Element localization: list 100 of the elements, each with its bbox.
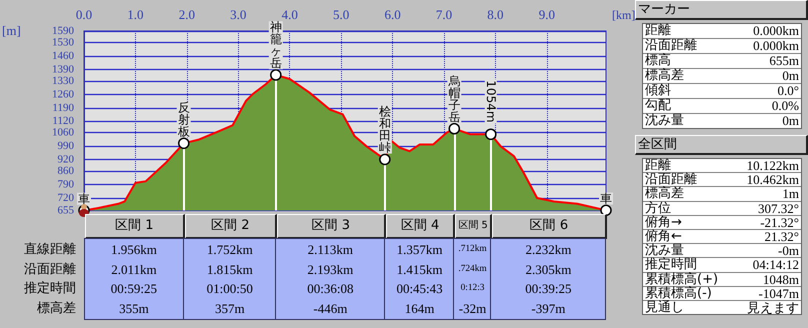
text: 推定時間 [645,257,697,272]
y-tick-label: 1590 [52,25,74,37]
text: 355m [119,300,149,316]
text: 655m [769,53,799,68]
text: 見えます [747,300,799,315]
text: 距離 [645,23,671,38]
text: 距離 [645,158,671,173]
annotation: 桧和田峠 [378,104,391,155]
text: -397m [531,300,566,316]
text: 全区間 [635,135,808,155]
text: 2.193km [307,262,354,276]
annotation: 神籠ヶ岳 [270,20,282,70]
text: 04:14:12 [752,257,799,272]
text: 1.415km [396,262,442,276]
text: 沈み量 [645,243,684,258]
y-tick-label: 860 [58,165,74,178]
text: 0m [782,68,799,83]
y-tick-label: 655 [58,204,74,216]
text: 21.32° [764,228,799,244]
x-tick-label: 2.0 [178,7,195,22]
text: 00:45:43 [396,281,443,296]
text: 標高 [645,53,671,68]
category-label: 区間 3 [276,214,386,239]
category-label: 直線距離 [24,242,76,257]
text: 見通し [645,300,684,315]
text: 1.752km [206,242,253,257]
y-tick-label: 1330 [52,74,74,87]
text: -32m [458,300,486,316]
category-label: 区間 4 [386,214,456,239]
text: 累積標高(-) [645,286,712,301]
category-label: 区間 1 [85,214,185,239]
y-tick-label: 990 [58,140,74,152]
x-tick-label: 0.0 [76,7,92,22]
x-axis-title: [km] [612,8,636,22]
text: 1.815km [206,262,253,276]
text: 勾配 [645,98,671,113]
x-tick-label: 9.0 [538,7,555,22]
text: -446m [313,300,348,316]
text: 01:00:50 [206,281,253,296]
text: 00:36:08 [307,281,354,296]
text: 0.0% [772,98,799,113]
text: 164m [404,300,434,316]
text: 2.011km [111,262,157,276]
annotation: 烏帽子岳 [447,74,460,124]
y-tick-label: 790 [58,178,74,191]
text: 307.32° [758,200,799,216]
text: マーカー [635,0,808,20]
text: 沿面距離 [645,172,697,188]
text: 傾斜 [645,83,671,98]
category-label: 区間 6 [492,214,607,239]
text: .724km [458,264,487,274]
y-axis-title: [m] [2,23,21,38]
y-tick-label: 1530 [52,36,74,49]
x-tick-label: 1.0 [127,7,144,22]
text: 1048m [762,272,799,286]
text: 2.305km [525,262,572,276]
text: 累積標高(+) [645,272,718,286]
text: 方位 [645,200,671,216]
text: 2.232km [525,242,572,257]
text: -1047m [758,286,799,301]
annotation: 車 [78,192,90,206]
text: 沈み量 [645,113,684,128]
y-tick-label: 1260 [52,88,74,100]
text: 標高差 [645,186,684,202]
text: 標高差 [645,68,684,83]
text: -21.32° [760,214,799,230]
text: 俯角→ [645,214,682,230]
text: 俯角← [645,228,682,244]
text: 0:12:3 [460,283,484,293]
text: .712km [458,244,487,254]
y-tick-label: 1120 [52,115,74,128]
x-tick-label: 8.0 [487,7,504,22]
y-tick-label: 720 [58,192,74,204]
category-label: 推定時間 [24,281,76,296]
text: 沿面距離 [645,38,697,53]
text: -0m [778,243,799,258]
text: 10.122km [746,158,799,173]
x-tick-label: 7.0 [436,7,452,22]
x-tick-label: 5.0 [333,7,350,22]
text: 10.462km [746,172,799,188]
category-label: 沿面距離 [24,262,76,276]
y-tick-label: 1190 [52,102,74,114]
category-label: 区間 5 [455,214,492,239]
text: 0m [782,113,799,128]
x-tick-label: 3.0 [230,7,246,22]
y-tick-label: 1060 [52,126,74,139]
y-tick-label: 1390 [52,63,74,76]
x-tick-label: 6.0 [384,7,401,22]
x-tick-label: 4.0 [282,7,298,22]
text: 0.000km [753,38,799,53]
text: 357m [214,300,245,316]
y-tick-label: 1460 [52,50,74,62]
text: 00:59:25 [110,281,157,296]
text: 1m [782,186,799,202]
text: 1.956km [110,242,157,257]
category-label: 標高差 [37,300,76,316]
text: 0.000km [753,23,799,38]
text: 0.0° [778,83,799,98]
annotation: 反射板 [176,100,190,139]
text: 1.357km [396,242,442,257]
